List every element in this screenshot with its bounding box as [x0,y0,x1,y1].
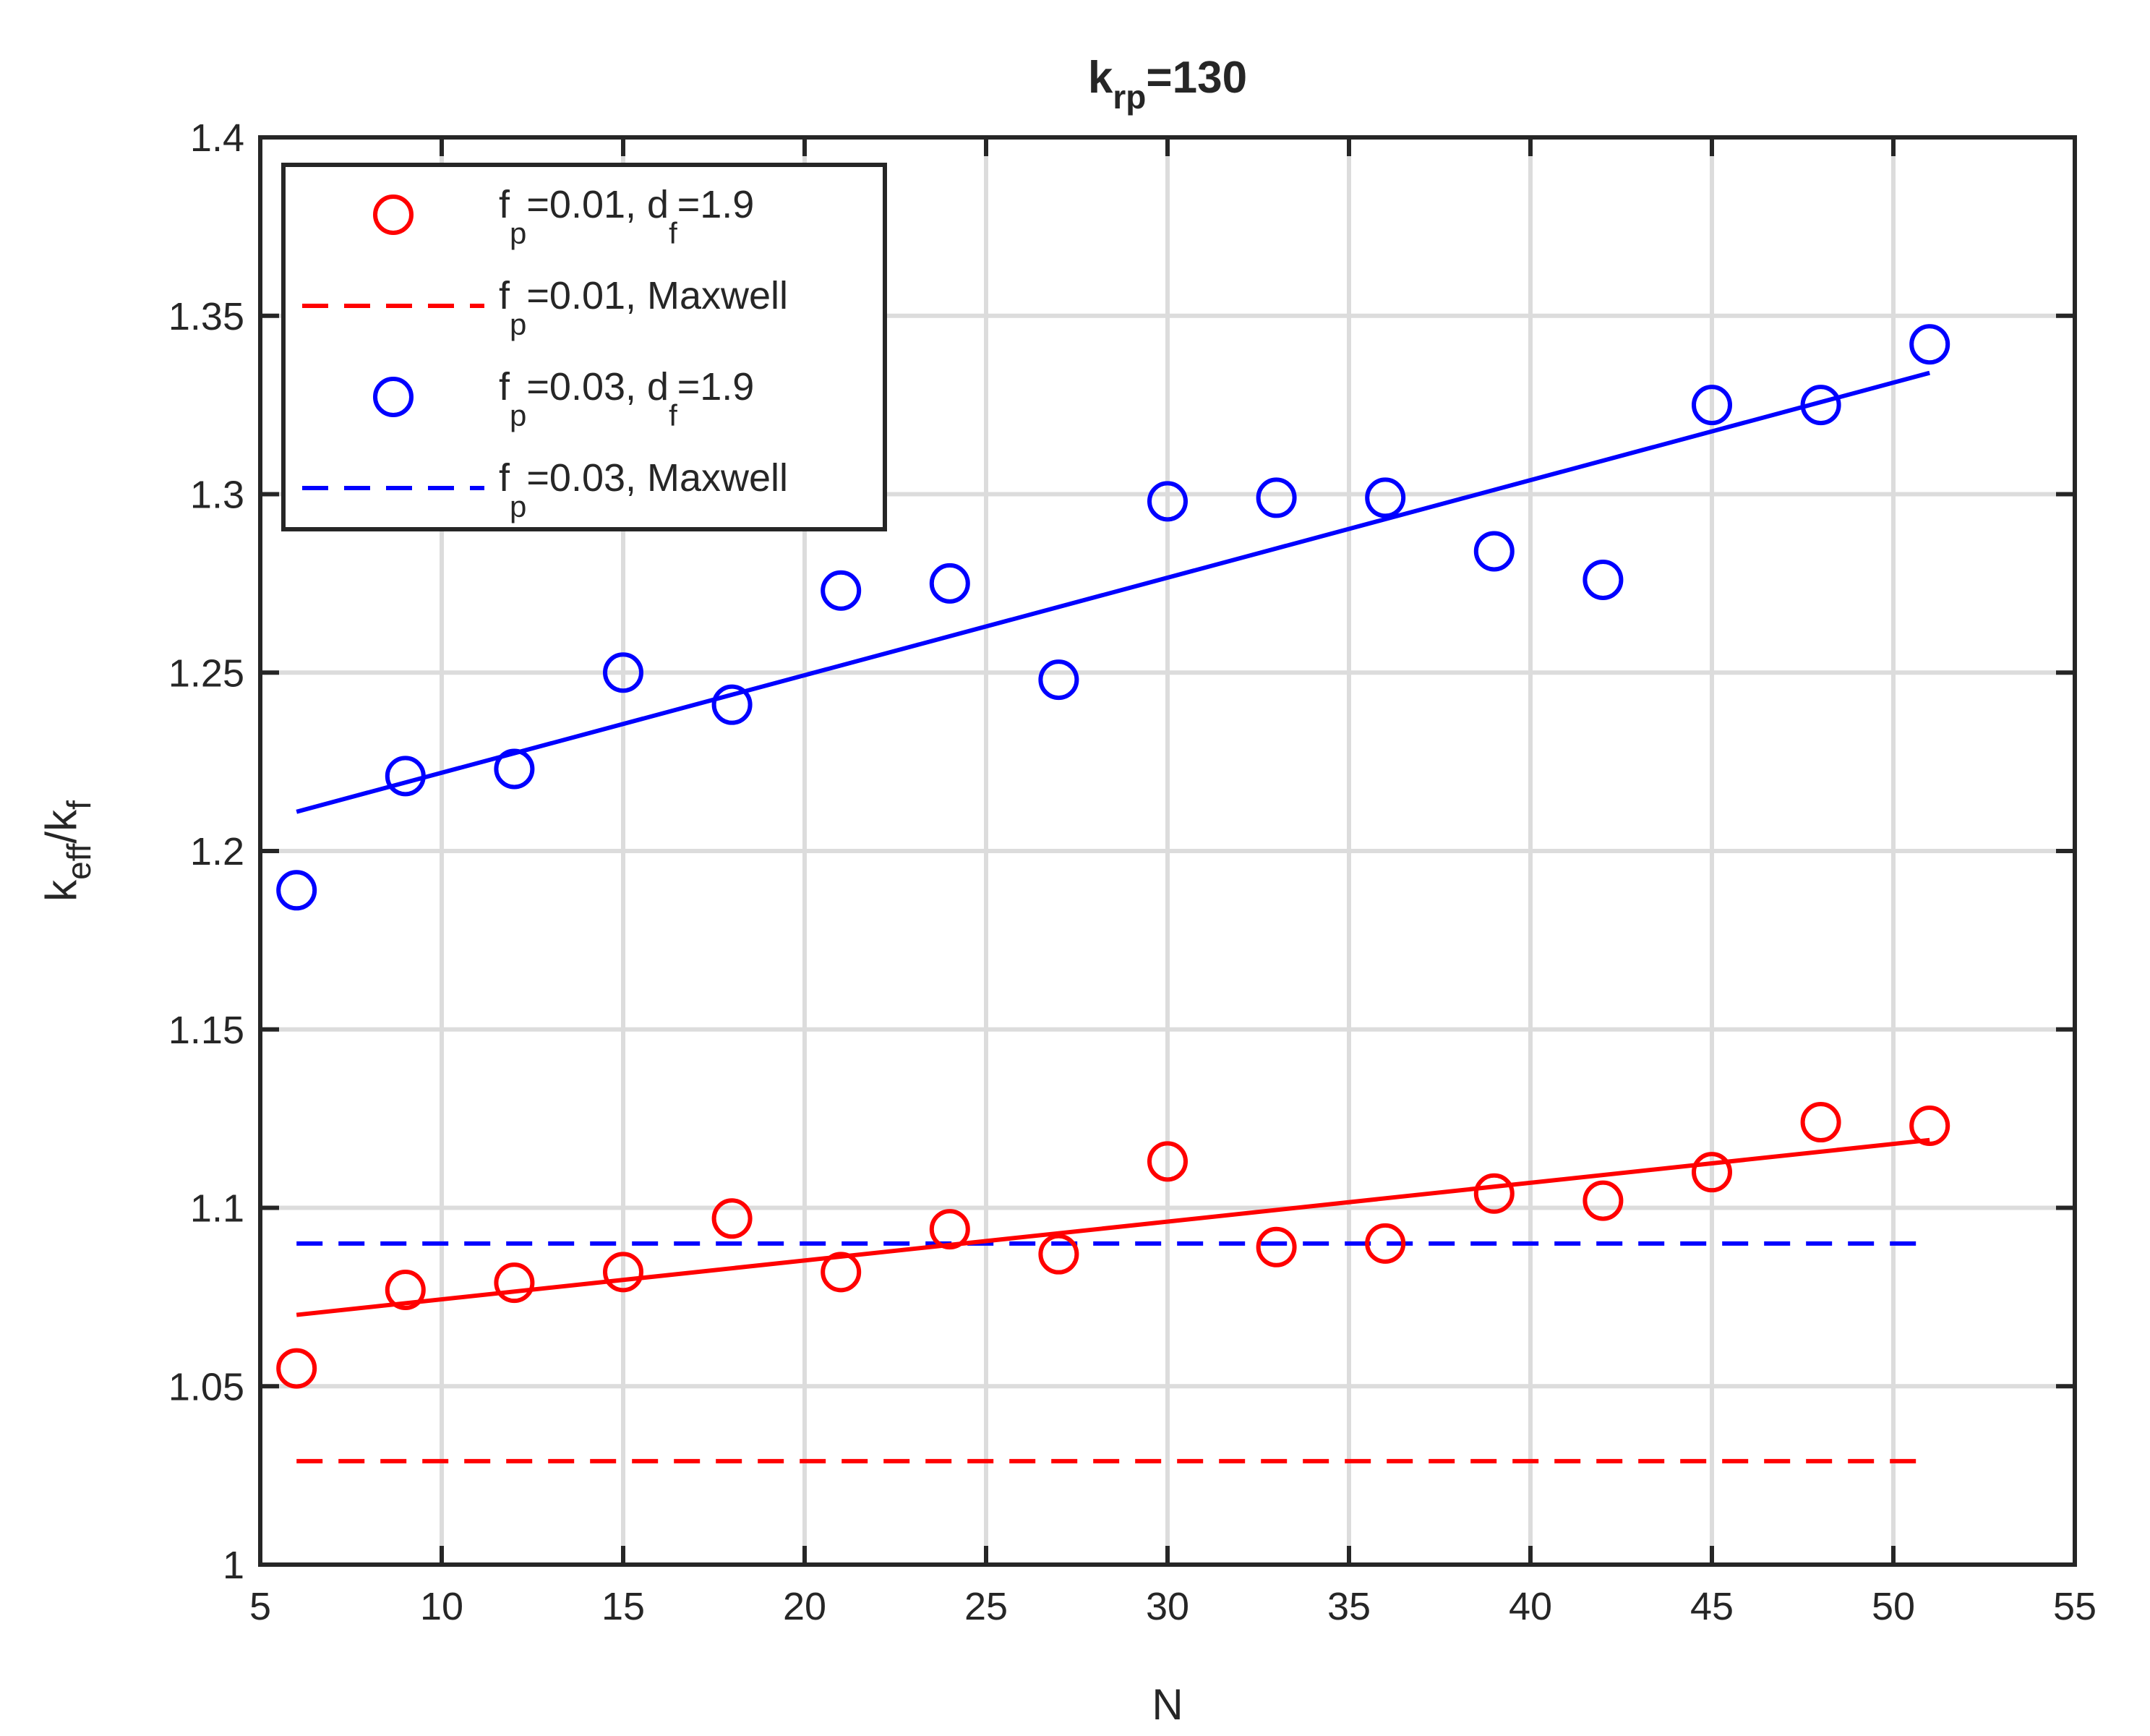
chart-title: krp=130 [1088,53,1247,116]
data-point [929,563,970,604]
y-tick-label: 1.1 [190,1187,244,1231]
legend-label-part: =1.9 [677,365,755,409]
x-tick-label: 45 [1690,1585,1734,1628]
data-point [603,652,643,693]
data-point [1038,659,1079,701]
data-point [1692,1152,1732,1193]
data-point [1800,1102,1841,1143]
data-point [1692,385,1732,426]
y-tick-label: 1.35 [168,295,244,338]
y-tick-label: 1.3 [190,474,244,517]
legend-entries: fp=0.01, df=1.9fp=0.01, Maxwellfp=0.03, … [302,183,788,523]
data-point [1473,531,1515,572]
data-point [1147,1141,1188,1182]
data-point [1582,1180,1624,1221]
data-point [1365,477,1406,518]
legend-box [281,163,887,531]
y-axis-label: keff/kf [37,800,98,902]
x-tick-label: 40 [1509,1585,1552,1628]
fit-line [296,1137,1930,1317]
data-point [1147,481,1188,522]
data-point [821,1252,862,1293]
y-tick-label: 1.2 [190,830,244,873]
legend: fp=0.01, df=1.9fp=0.01, Maxwellfp=0.03, … [281,163,887,531]
data-point [276,1348,317,1389]
data-point [276,870,317,911]
legend-marker-icon [373,194,414,235]
data-point [929,1209,970,1250]
x-tick-label: 35 [1327,1585,1371,1628]
legend-label-part: f [499,274,510,317]
x-tick-label: 10 [420,1585,463,1628]
data-series [276,324,1950,1463]
x-tick-label: 30 [1146,1585,1189,1628]
data-point [1473,1173,1515,1214]
x-tick-label: 25 [964,1585,1008,1628]
legend-label-subscript: f [669,216,677,250]
data-point [821,570,862,611]
x-tick-label: 5 [249,1585,271,1628]
x-tick-label: 55 [2053,1585,2097,1628]
axis-ticks [258,135,2077,1567]
legend-label: fp=0.03, df=1.9 [499,365,754,432]
data-point [494,1262,535,1304]
x-tick-label: 20 [783,1585,826,1628]
data-point [494,748,535,790]
legend-marker-icon [373,377,414,417]
legend-label-subscript: p [510,398,526,432]
x-tick-label: 15 [601,1585,645,1628]
data-point [1256,477,1297,518]
y-tick-label: 1 [223,1544,244,1587]
legend-label-part: =1.9 [677,183,755,226]
x-tick-labels: 5 10 15 20 25 30 35 40 45 50 55 [249,1585,2097,1628]
y-tick-label: 1.05 [168,1365,244,1408]
legend-label-part: =0.01, d [526,183,669,226]
legend-label-subscript: p [510,216,526,250]
legend-label: fp=0.01, df=1.9 [499,183,754,250]
data-point [385,1270,426,1311]
data-point [1038,1233,1079,1275]
data-point [711,684,753,725]
legend-label: fp=0.01, Maxwell [499,274,788,341]
data-point [1909,1105,1950,1146]
data-point [711,1198,753,1239]
y-tick-label: 1.25 [168,651,244,695]
data-point [385,756,426,797]
y-tick-label: 1.4 [190,116,244,160]
legend-label: fp=0.03, Maxwell [499,456,788,523]
legend-label-part: f [499,365,510,409]
legend-label-subscript: p [510,307,526,341]
fit-line [296,370,1930,814]
x-axis-label: N [1152,1680,1183,1729]
y-tick-label: 1.15 [168,1009,244,1052]
x-tick-label: 50 [1872,1585,1915,1628]
data-point [603,1252,643,1293]
legend-label-part: =0.03, d [526,365,669,409]
y-tick-labels: 1 1.05 1.1 1.15 1.2 1.25 1.3 1.35 1.4 [168,116,244,1587]
legend-label-subscript: p [510,489,526,523]
data-point [1365,1223,1406,1264]
data-point [1256,1226,1297,1267]
legend-label-part: f [499,456,510,500]
data-point [1582,559,1624,600]
legend-label-part: =0.03, Maxwell [526,456,788,500]
legend-label-part: =0.01, Maxwell [526,274,788,317]
data-point [1909,324,1950,365]
legend-label-part: f [499,183,510,226]
legend-label-subscript: f [669,398,677,432]
data-point [1800,385,1841,426]
